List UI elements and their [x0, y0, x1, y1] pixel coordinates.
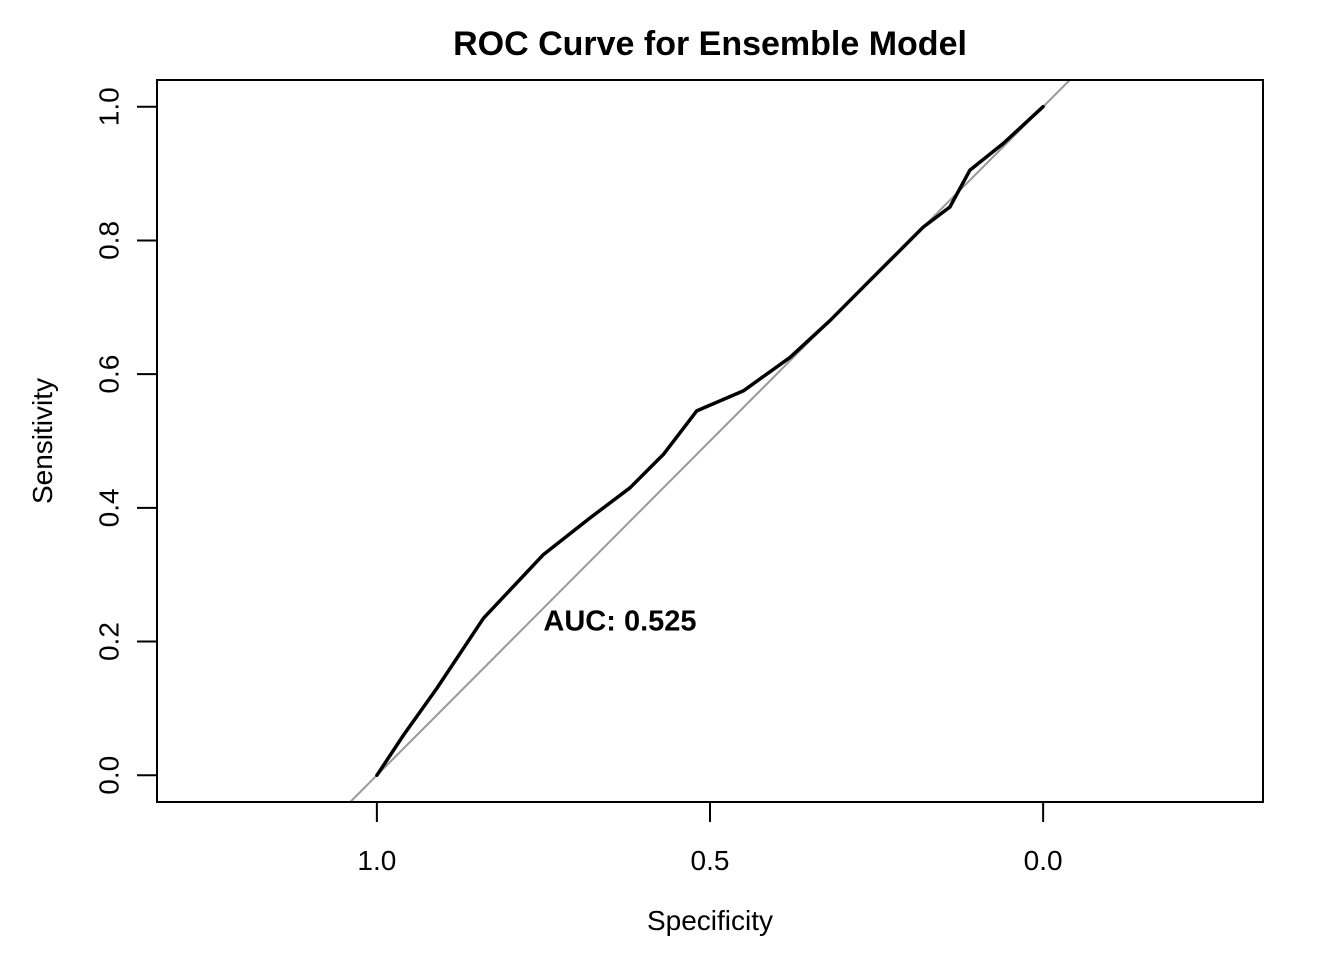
y-tick-label: 0.8	[94, 221, 125, 260]
x-tick-label: 1.0	[357, 845, 396, 876]
axis-ticks: 1.0 0.5 0.0 0.0 0.2 0.4 0.6 0.8 1.0	[94, 87, 1063, 876]
x-tick-label: 0.5	[691, 845, 730, 876]
x-axis-title: Specificity	[647, 905, 773, 936]
y-tick-label: 0.0	[94, 756, 125, 795]
y-tick-label: 0.6	[94, 355, 125, 394]
roc-curve-line	[375, 104, 1045, 778]
annotations: AUC: 0.525	[543, 606, 696, 638]
y-tick-label: 0.4	[94, 488, 125, 527]
x-tick-label: 0.0	[1024, 845, 1063, 876]
auc-annotation: AUC: 0.525	[543, 606, 696, 638]
chart-title: ROC Curve for Ensemble Model	[453, 25, 967, 63]
y-tick-label: 0.2	[94, 622, 125, 661]
y-axis-title: Sensitivity	[27, 378, 58, 504]
chance-diagonal-line	[348, 80, 1072, 802]
y-tick-label: 1.0	[94, 87, 125, 126]
